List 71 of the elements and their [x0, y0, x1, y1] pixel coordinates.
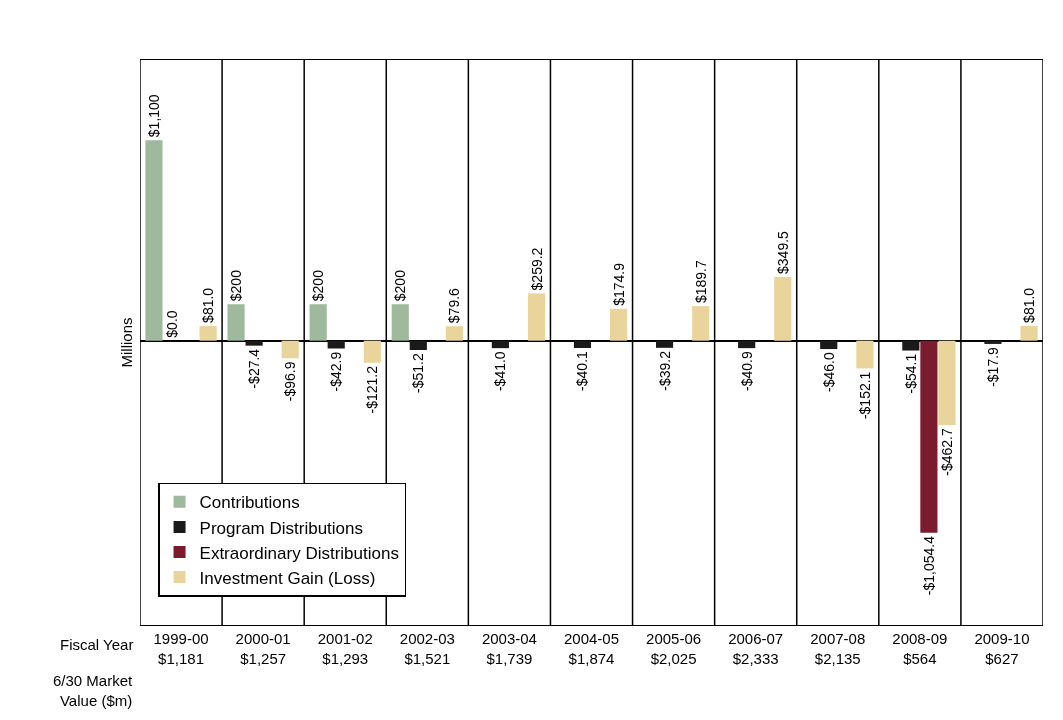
data-label: -$54.1	[902, 353, 919, 394]
data-label: -$40.9	[738, 351, 755, 392]
x-tick-label: 2005-06 $2,025	[646, 630, 702, 667]
bar	[227, 304, 245, 341]
x-tick-label: 2006-07 $2,333	[728, 630, 784, 667]
x-tick-label: 2008-09 $564	[892, 630, 948, 667]
data-label: $79.6	[446, 287, 463, 324]
data-label: $174.9	[610, 262, 627, 306]
x-tick-label: 2002-03 $1,521	[399, 630, 455, 667]
bar	[199, 325, 217, 341]
bar	[363, 340, 381, 363]
bar	[281, 340, 299, 359]
bar	[938, 340, 956, 426]
data-label: -$27.4	[246, 348, 263, 389]
legend-label: Investment Gain (Loss)	[199, 568, 376, 588]
data-label: $1,100	[145, 94, 162, 138]
x-tick-label: 2007-08 $2,135	[810, 630, 866, 667]
bar	[774, 276, 792, 341]
data-label: $81.0	[200, 287, 217, 323]
bar	[655, 340, 674, 348]
bar	[409, 340, 427, 351]
bar	[984, 340, 1002, 344]
data-label: -$42.9	[328, 351, 345, 392]
x-tick-label: 1999-00 $1,181	[153, 630, 209, 667]
bar	[692, 306, 710, 341]
bar	[327, 340, 345, 349]
data-label: -$41.0	[492, 351, 509, 392]
x-tick-label: 2009-10 $627	[974, 630, 1030, 667]
data-label: $0.0	[164, 310, 181, 338]
bar	[856, 340, 874, 369]
data-label: $349.5	[774, 230, 791, 274]
bar	[145, 140, 163, 341]
bar	[820, 340, 838, 350]
data-label: $81.0	[1021, 287, 1038, 323]
x-tick-label: 2001-02 $1,293	[317, 630, 373, 667]
bar	[610, 308, 628, 341]
bar	[309, 304, 327, 341]
data-label: -$39.2	[656, 350, 673, 391]
legend-label: Contributions	[199, 493, 300, 513]
data-label: -$46.0	[820, 352, 837, 392]
data-label: -$17.9	[984, 346, 1001, 387]
data-label: -$51.2	[410, 353, 427, 393]
bar	[491, 340, 509, 349]
bar	[245, 340, 263, 346]
text: 6/30 Market Value ($m)	[53, 672, 134, 709]
bar	[527, 293, 546, 341]
data-label: -$462.7	[938, 428, 955, 476]
data-label: $200	[228, 269, 245, 302]
data-label: -$40.1	[574, 350, 591, 391]
data-label: $200	[392, 269, 409, 302]
y-axis-title: Millions	[118, 317, 136, 368]
x-tick-label: 2004-05 $1,874	[563, 630, 620, 667]
bar	[902, 340, 920, 351]
bar	[738, 340, 756, 349]
x-tick-label: 2000-01 $1,257	[235, 630, 291, 667]
data-label: -$121.2	[364, 365, 381, 414]
bar	[1020, 325, 1038, 341]
data-label: -$152.1	[856, 371, 873, 420]
data-label: $189.7	[692, 260, 709, 304]
bar	[573, 340, 592, 348]
text: Fiscal Year	[60, 636, 134, 653]
bar	[445, 326, 463, 341]
data-label: $259.2	[528, 247, 545, 291]
data-label: -$1,054.4	[920, 535, 937, 596]
x-tick-label: 2003-04 $1,739	[481, 630, 537, 667]
legend-label: Extraordinary Distributions	[199, 543, 399, 563]
bar	[391, 304, 409, 341]
legend-label: Program Distributions	[199, 518, 364, 538]
data-label: $200	[310, 269, 327, 302]
bar	[920, 340, 938, 533]
data-label: -$96.9	[282, 361, 299, 402]
